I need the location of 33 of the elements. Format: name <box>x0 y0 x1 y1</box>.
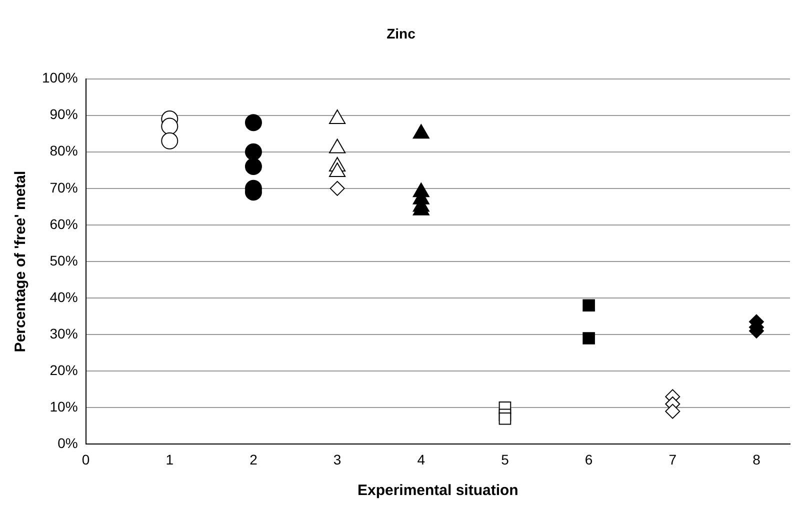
x-tick-label: 0 <box>82 451 90 468</box>
y-tick-label: 80% <box>50 142 78 159</box>
point <box>244 114 262 132</box>
x-tick-label: 4 <box>417 451 426 468</box>
x-tick-label: 8 <box>752 451 761 468</box>
point <box>665 404 680 419</box>
x-tick-label: 1 <box>166 451 174 468</box>
point <box>244 143 262 160</box>
x-tick-label: 7 <box>668 451 677 468</box>
point <box>582 299 595 312</box>
point <box>582 332 595 344</box>
y-tick-label: 10% <box>50 398 78 415</box>
point <box>244 158 262 175</box>
y-tick-label: 100% <box>42 70 78 86</box>
x-tick-label: 6 <box>584 451 593 468</box>
y-tick-label: 20% <box>50 362 78 378</box>
x-tick-label: 5 <box>501 451 510 468</box>
y-tick-label: 0% <box>58 435 78 452</box>
point <box>161 132 178 150</box>
y-tick-label: 30% <box>50 325 78 342</box>
chart-title: Zinc <box>386 25 416 42</box>
y-axis-title: Percentage of 'free' metal <box>12 170 30 352</box>
x-tick-label: 3 <box>333 451 342 468</box>
y-tick-label: 40% <box>50 288 78 305</box>
point <box>161 118 178 135</box>
x-axis-title: Experimental situation <box>357 482 518 500</box>
y-tick-label: 90% <box>50 106 78 122</box>
point <box>498 412 512 425</box>
y-tick-label: 70% <box>50 179 78 196</box>
x-tick-label: 2 <box>250 451 258 468</box>
y-tick-label: 50% <box>50 252 78 268</box>
point <box>330 180 345 196</box>
y-tick-label: 60% <box>50 216 78 232</box>
